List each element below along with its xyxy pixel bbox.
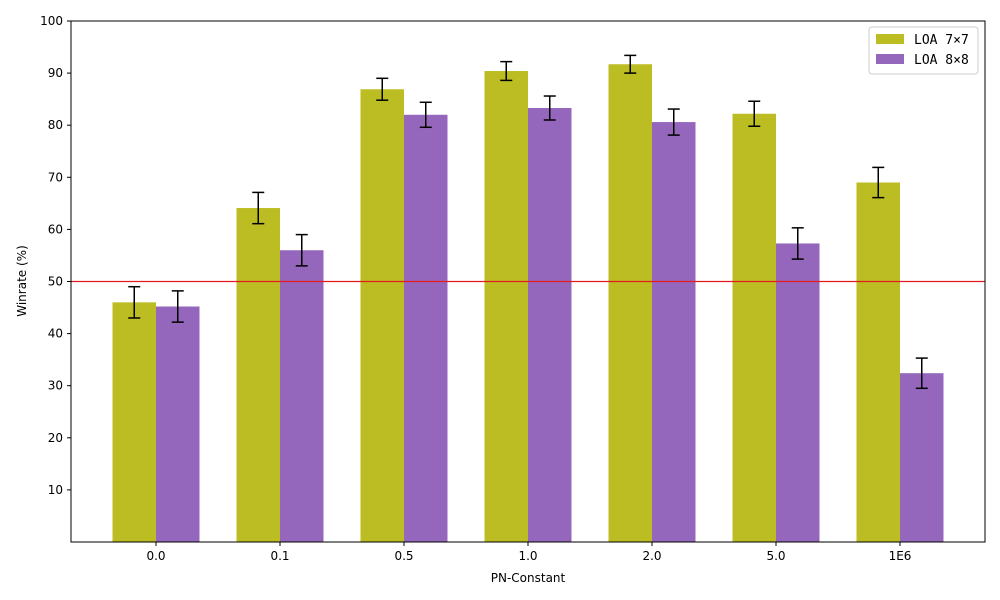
x-tick-label: 1.0 (518, 549, 537, 563)
error-bar-loa8-3 (543, 95, 556, 121)
y-tick-label: 10 (48, 483, 63, 497)
legend-label-loa7: LOA 7×7 (914, 33, 969, 48)
error-bar-loa8-0 (171, 290, 184, 323)
x-tick-label: 0.1 (270, 549, 289, 563)
y-tick-label: 70 (48, 170, 63, 184)
bar-loa8-2 (404, 114, 448, 542)
bar-loa7-5 (732, 113, 776, 542)
bar-loa8-4 (652, 122, 696, 542)
bar-loa7-6 (856, 182, 900, 542)
bar-loa7-3 (484, 71, 528, 543)
y-tick-label: 20 (48, 431, 63, 445)
x-axis-label: PN-Constant (491, 571, 566, 585)
y-tick-label: 50 (48, 275, 63, 289)
legend-swatch-loa7 (876, 34, 904, 44)
error-bar-loa8-2 (419, 101, 432, 129)
y-axis: 10 20 30 40 50 60 70 80 90 100 (40, 14, 71, 497)
y-tick-label: 90 (48, 66, 63, 80)
error-bar-loa8-1 (295, 233, 308, 267)
error-bar-loa7-6 (872, 166, 885, 199)
x-tick-label: 0.5 (394, 549, 413, 563)
y-tick-label: 40 (48, 327, 63, 341)
y-tick-label: 100 (40, 14, 63, 28)
x-tick-label: 5.0 (766, 549, 785, 563)
error-bar-loa7-0 (128, 285, 141, 319)
legend-swatch-loa8 (876, 54, 904, 64)
bar-loa8-0 (156, 306, 200, 542)
bar-loa8-6 (900, 373, 944, 542)
bar-loa8-1 (280, 250, 324, 543)
error-bar-loa8-5 (791, 227, 804, 260)
bar-loa8-3 (528, 108, 572, 542)
bars-layer (112, 64, 944, 543)
bar-loa7-2 (360, 89, 404, 542)
x-tick-label: 0.0 (146, 549, 165, 563)
y-tick-label: 30 (48, 379, 63, 393)
error-bar-loa7-5 (748, 100, 761, 127)
error-bar-loa8-6 (915, 357, 928, 390)
y-axis-label: Winrate (%) (15, 245, 29, 317)
y-tick-label: 80 (48, 118, 63, 132)
bar-loa7-0 (112, 302, 156, 542)
error-bar-loa7-4 (624, 54, 637, 74)
bar-loa7-1 (236, 208, 280, 542)
errorbars-layer (128, 54, 928, 390)
x-axis: 0.0 0.1 0.5 1.0 2.0 5.0 1E6 (146, 542, 911, 563)
error-bar-loa7-3 (500, 60, 513, 82)
bar-loa7-4 (608, 64, 652, 543)
x-tick-label: 1E6 (889, 549, 912, 563)
x-tick-label: 2.0 (642, 549, 661, 563)
legend-label-loa8: LOA 8×8 (914, 53, 969, 68)
error-bar-loa7-2 (376, 77, 389, 101)
bar-loa8-5 (776, 243, 820, 543)
error-bar-loa7-1 (252, 191, 265, 225)
error-bar-loa8-4 (667, 108, 680, 136)
legend: LOA 7×7 LOA 8×8 (868, 26, 979, 75)
y-tick-label: 60 (48, 222, 63, 236)
